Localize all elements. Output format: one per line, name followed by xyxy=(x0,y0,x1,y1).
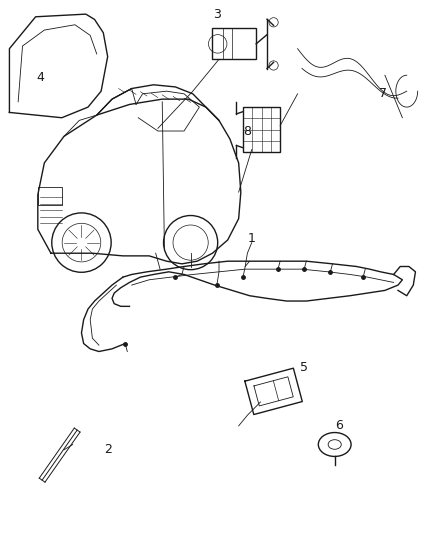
Text: 1: 1 xyxy=(248,232,256,245)
Text: 8: 8 xyxy=(244,125,251,138)
Text: 2: 2 xyxy=(104,443,112,456)
Bar xyxy=(212,28,256,59)
Text: 6: 6 xyxy=(335,419,343,432)
Text: 7: 7 xyxy=(379,87,387,100)
Bar xyxy=(38,187,62,205)
Bar xyxy=(243,107,280,152)
Text: 5: 5 xyxy=(300,361,308,374)
Text: 3: 3 xyxy=(213,7,221,21)
Text: 4: 4 xyxy=(36,71,44,84)
